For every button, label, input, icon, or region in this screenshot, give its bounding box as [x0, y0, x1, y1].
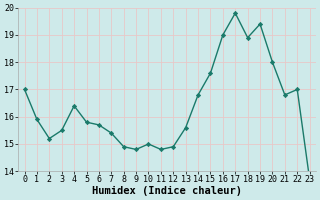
- X-axis label: Humidex (Indice chaleur): Humidex (Indice chaleur): [92, 186, 242, 196]
